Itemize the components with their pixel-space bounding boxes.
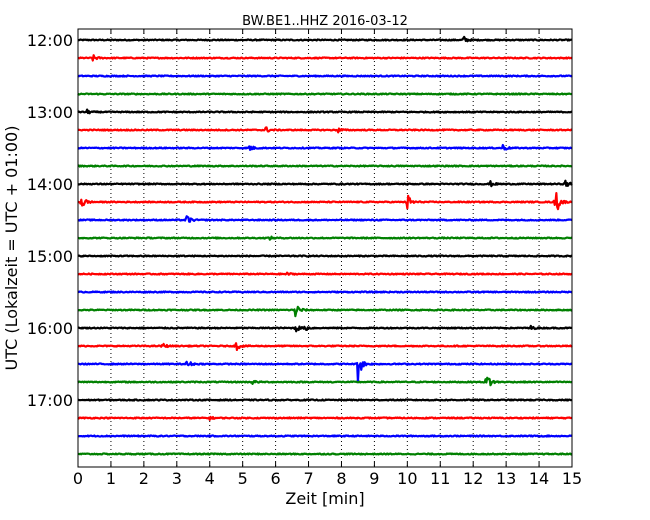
trace-1530 bbox=[77, 290, 573, 294]
x-tick-label: 4 bbox=[205, 469, 215, 488]
x-tick-label: 12 bbox=[463, 469, 483, 488]
x-tick-label: 3 bbox=[172, 469, 182, 488]
trace-1515 bbox=[77, 271, 573, 276]
trace-1615 bbox=[77, 342, 573, 352]
trace-1600 bbox=[77, 324, 573, 333]
y-axis-title: UTC (Lokalzeit = UTC + 01:00) bbox=[2, 126, 21, 371]
axis-ticks: 0 1 2 3 4 5 6 7 8 9 10 11 12 13 14 1512:0013:0014:0015:… bbox=[27, 29, 582, 488]
trace-1315 bbox=[77, 126, 573, 134]
trace-1630 bbox=[77, 360, 573, 383]
x-tick-label: 0 bbox=[73, 469, 83, 488]
x-tick-label: 8 bbox=[336, 469, 346, 488]
trace-1445 bbox=[77, 235, 573, 241]
trace-1500 bbox=[77, 254, 573, 258]
y-tick-label: 15:00 bbox=[27, 247, 73, 266]
x-tick-label: 7 bbox=[303, 469, 313, 488]
trace-1300 bbox=[77, 108, 573, 115]
trace-1330 bbox=[77, 143, 573, 151]
y-tick-label: 17:00 bbox=[27, 391, 73, 410]
x-tick-label: 6 bbox=[271, 469, 281, 488]
x-axis-title: Zeit [min] bbox=[285, 489, 364, 508]
x-tick-label: 9 bbox=[369, 469, 379, 488]
trace-1200 bbox=[77, 35, 573, 43]
trace-1345 bbox=[77, 164, 573, 168]
y-tick-label: 14:00 bbox=[27, 175, 73, 194]
y-tick-label: 16:00 bbox=[27, 319, 73, 338]
trace-1400 bbox=[77, 179, 573, 188]
y-tick-label: 12:00 bbox=[27, 31, 73, 50]
trace-1415 bbox=[77, 192, 573, 211]
trace-1430 bbox=[77, 215, 573, 223]
trace-layer bbox=[77, 35, 573, 456]
trace-1745 bbox=[77, 452, 573, 456]
trace-1230 bbox=[77, 74, 573, 78]
x-tick-label: 13 bbox=[496, 469, 516, 488]
chart-title: BW.BE1..HHZ 2016-03-12 bbox=[242, 14, 408, 29]
x-tick-label: 11 bbox=[430, 469, 450, 488]
trace-1730 bbox=[77, 434, 573, 438]
x-tick-label: 5 bbox=[238, 469, 248, 488]
trace-1215 bbox=[77, 54, 573, 62]
trace-1700 bbox=[77, 398, 573, 402]
x-tick-label: 15 bbox=[562, 469, 582, 488]
plot-frame bbox=[77, 28, 573, 468]
trace-1645 bbox=[77, 376, 573, 387]
y-tick-label: 13:00 bbox=[27, 103, 73, 122]
x-tick-label: 1 bbox=[106, 469, 116, 488]
x-tick-label: 10 bbox=[397, 469, 417, 488]
x-tick-label: 2 bbox=[139, 469, 149, 488]
trace-1545 bbox=[77, 305, 573, 318]
x-tick-label: 14 bbox=[529, 469, 549, 488]
trace-1715 bbox=[77, 415, 573, 421]
trace-1245 bbox=[77, 92, 573, 96]
